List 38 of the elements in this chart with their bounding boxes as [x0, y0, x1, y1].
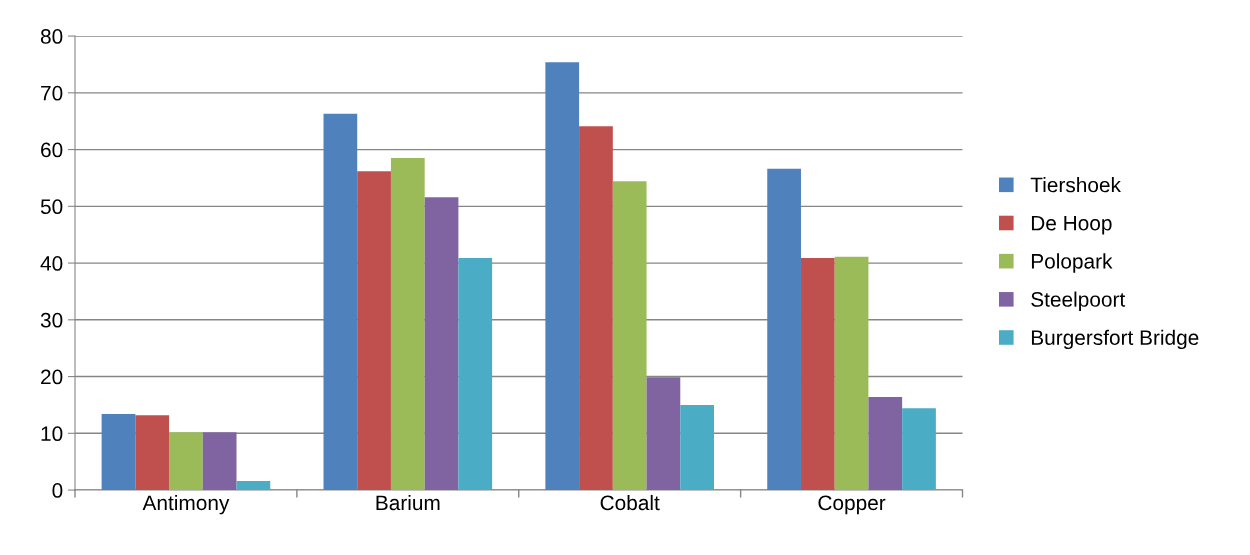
- bar: [458, 257, 493, 491]
- y-tick-label: 30: [40, 312, 63, 328]
- y-tick-label: 10: [41, 426, 63, 442]
- y-tick-label: 0: [52, 483, 63, 498]
- bar: [868, 397, 903, 491]
- bar: [202, 432, 237, 491]
- bar: [646, 377, 681, 491]
- y-tick-label: 50: [40, 199, 63, 215]
- bar: [323, 113, 358, 491]
- legend-label: Tiershoek: [1030, 177, 1121, 193]
- legend-label: Steelpoort: [1031, 291, 1126, 311]
- bar: [902, 408, 936, 491]
- y-tick-label: 40: [40, 256, 63, 271]
- bar: [390, 158, 425, 491]
- bar: [424, 197, 459, 491]
- bar: [101, 414, 136, 491]
- y-tick-label: 80: [40, 29, 63, 44]
- legend-label: Burgersfort Bridge: [1031, 329, 1199, 350]
- bar: [680, 404, 714, 491]
- bar: [579, 126, 613, 491]
- bar: [169, 432, 203, 491]
- legend-label: Polopark: [1031, 253, 1113, 273]
- x-tick-label: Cobalt: [600, 494, 660, 511]
- bar: [800, 257, 835, 491]
- bar: [357, 171, 391, 491]
- bar: [834, 256, 869, 491]
- bar: [612, 181, 647, 491]
- bar: [135, 415, 170, 491]
- x-tick-label: Barium: [376, 494, 440, 511]
- x-tick-label: Copper: [818, 495, 886, 515]
- bar: [236, 480, 271, 491]
- bar: [767, 168, 801, 491]
- y-tick-label: 60: [41, 142, 63, 158]
- y-tick-label: 70: [41, 85, 63, 101]
- y-tick-label: 20: [41, 369, 63, 385]
- legend-label: De Hoop: [1031, 215, 1112, 235]
- x-tick-label: Antimony: [142, 494, 230, 515]
- bar: [545, 62, 580, 491]
